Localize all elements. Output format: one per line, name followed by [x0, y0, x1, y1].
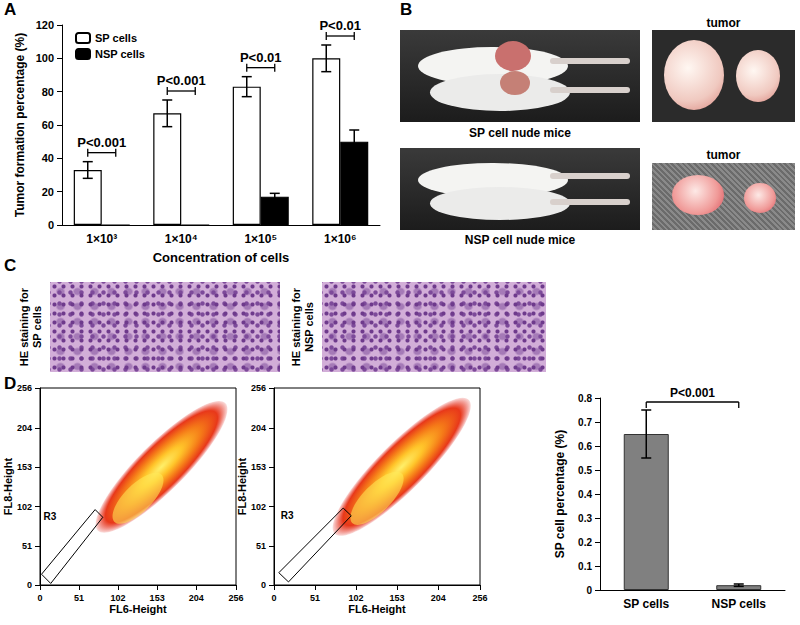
- svg-text:NSP cells: NSP cells: [712, 597, 767, 611]
- svg-text:SP cell percentage (%): SP cell percentage (%): [553, 430, 567, 559]
- svg-text:153: 153: [17, 462, 32, 472]
- svg-text:Tumor formation percentage (%): Tumor formation percentage (%): [13, 33, 27, 217]
- svg-text:R3: R3: [281, 510, 294, 521]
- svg-text:0.2: 0.2: [578, 537, 592, 548]
- svg-text:0.3: 0.3: [578, 513, 592, 524]
- svg-text:40: 40: [42, 152, 54, 164]
- svg-text:1×10⁶: 1×10⁶: [324, 232, 357, 246]
- svg-text:P<0.001: P<0.001: [670, 386, 715, 400]
- svg-text:Concentration of cells: Concentration of cells: [153, 250, 290, 265]
- svg-text:P<0.01: P<0.01: [319, 18, 361, 33]
- html-text:NSP cell nude mice: NSP cell nude mice: [464, 233, 576, 247]
- svg-text:60: 60: [42, 119, 54, 131]
- svg-text:0.6: 0.6: [578, 441, 592, 452]
- html-text:tumor: tumor: [706, 16, 741, 30]
- svg-text:256: 256: [472, 593, 487, 603]
- html-text:A: A: [4, 0, 17, 19]
- html-text:D: D: [4, 374, 17, 393]
- svg-text:102: 102: [349, 593, 364, 603]
- svg-text:P<0.01: P<0.01: [240, 50, 282, 65]
- svg-text:R3: R3: [44, 511, 57, 522]
- svg-text:0.4: 0.4: [578, 489, 592, 500]
- svg-text:1×10³: 1×10³: [86, 232, 117, 246]
- svg-text:0.7: 0.7: [578, 417, 592, 428]
- svg-text:153: 153: [150, 593, 165, 603]
- svg-text:0: 0: [271, 593, 276, 603]
- svg-text:0.1: 0.1: [578, 561, 592, 572]
- svg-text:0: 0: [261, 580, 266, 590]
- svg-text:0: 0: [586, 585, 592, 596]
- svg-text:0.8: 0.8: [578, 393, 592, 404]
- html-text:C: C: [4, 256, 17, 275]
- svg-text:51: 51: [256, 541, 266, 551]
- svg-text:204: 204: [431, 593, 446, 603]
- svg-text:102: 102: [111, 593, 126, 603]
- svg-text:153: 153: [251, 462, 266, 472]
- svg-text:FL8-Height: FL8-Height: [236, 457, 248, 515]
- svg-text:256: 256: [17, 383, 32, 393]
- svg-text:256: 256: [228, 593, 243, 603]
- svg-text:1×10⁴: 1×10⁴: [165, 232, 198, 246]
- svg-text:102: 102: [251, 502, 266, 512]
- svg-text:51: 51: [310, 593, 320, 603]
- html-text:B: B: [400, 0, 413, 19]
- svg-text:0: 0: [27, 580, 32, 590]
- svg-text:P<0.001: P<0.001: [77, 135, 126, 150]
- svg-text:51: 51: [22, 541, 32, 551]
- svg-text:204: 204: [17, 423, 32, 433]
- svg-text:0: 0: [37, 593, 42, 603]
- svg-text:SP cells: SP cells: [623, 597, 669, 611]
- svg-text:120: 120: [36, 19, 54, 31]
- svg-text:SP cells: SP cells: [95, 32, 137, 44]
- svg-text:FL8-Height: FL8-Height: [2, 457, 14, 515]
- svg-text:20: 20: [42, 186, 54, 198]
- svg-text:0.5: 0.5: [578, 465, 592, 476]
- html-text:SP cell nude mice: SP cell nude mice: [469, 126, 571, 140]
- svg-text:102: 102: [17, 502, 32, 512]
- svg-text:FL6-Height: FL6-Height: [348, 603, 406, 615]
- html-text:HE staining for NSP cells: HE staining for NSP cells: [290, 287, 315, 367]
- html-text:HE staining for SP cells: HE staining for SP cells: [18, 287, 43, 367]
- svg-text:100: 100: [36, 52, 54, 64]
- svg-text:NSP cells: NSP cells: [95, 48, 145, 60]
- html-text:tumor: tumor: [706, 148, 741, 162]
- svg-text:153: 153: [390, 593, 405, 603]
- svg-text:204: 204: [251, 423, 266, 433]
- svg-text:0: 0: [48, 219, 54, 231]
- svg-text:80: 80: [42, 86, 54, 98]
- svg-text:P<0.001: P<0.001: [157, 73, 206, 88]
- svg-text:256: 256: [251, 383, 266, 393]
- svg-text:FL6-Height: FL6-Height: [109, 603, 167, 615]
- svg-text:1×10⁵: 1×10⁵: [244, 232, 277, 246]
- svg-text:51: 51: [74, 593, 84, 603]
- svg-text:204: 204: [189, 593, 204, 603]
